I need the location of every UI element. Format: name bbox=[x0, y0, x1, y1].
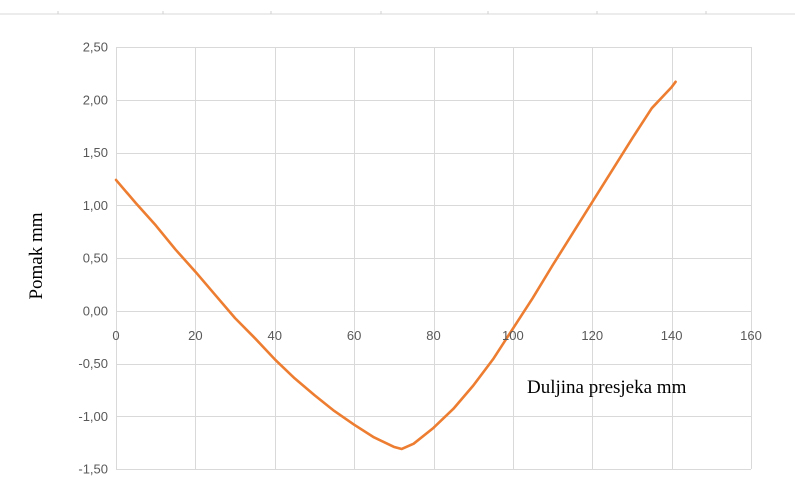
x-tick-label: 120 bbox=[581, 328, 603, 343]
x-tick-label: 0 bbox=[112, 328, 119, 343]
y-tick-label: 0,50 bbox=[83, 251, 108, 266]
y-tick-label: 2,00 bbox=[83, 92, 108, 107]
y-tick-label: 0,00 bbox=[83, 303, 108, 318]
series-line bbox=[114, 80, 677, 451]
y-tick-label: -1,50 bbox=[78, 462, 108, 477]
x-tick-label: 60 bbox=[347, 328, 361, 343]
x-tick-label: 80 bbox=[426, 328, 440, 343]
gridlines bbox=[116, 47, 752, 470]
y-tick-label: 1,00 bbox=[83, 198, 108, 213]
x-tick-label: 140 bbox=[661, 328, 683, 343]
x-tick-label: 100 bbox=[502, 328, 524, 343]
x-axis-title: Duljina presjeka mm bbox=[527, 377, 687, 398]
x-tick-label: 160 bbox=[740, 328, 762, 343]
x-tick-label: 40 bbox=[268, 328, 282, 343]
tick-labels: 0 20 40 60 80 100 120 140 160 2,50 2,00 1,50 1,00 0,5… bbox=[78, 40, 761, 477]
y-tick-label: -0,50 bbox=[78, 356, 108, 371]
series-layer bbox=[114, 80, 677, 451]
top-border-strip bbox=[0, 11, 795, 15]
y-tick-label: -1,00 bbox=[78, 409, 108, 424]
y-tick-label: 2,50 bbox=[83, 40, 108, 55]
x-tick-label: 20 bbox=[188, 328, 202, 343]
y-tick-label: 1,50 bbox=[83, 145, 108, 160]
y-axis-title: Pomak mm bbox=[26, 212, 47, 299]
